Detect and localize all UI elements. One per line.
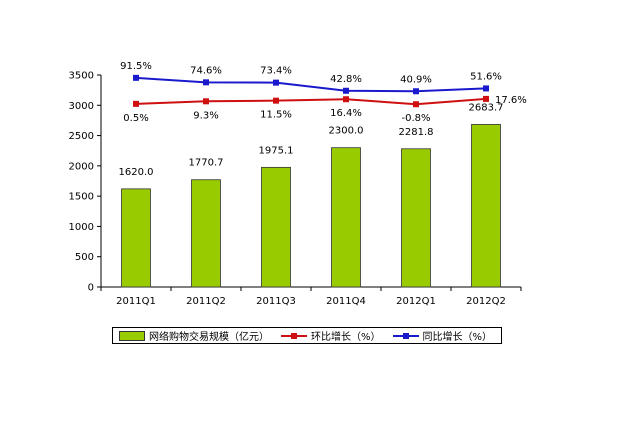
x-tick-label: 2011Q3: [256, 296, 296, 307]
x-tick-label: 2011Q1: [116, 296, 156, 307]
mom-value-label: 11.5%: [260, 110, 292, 121]
bar-value-label: 2300.0: [329, 126, 364, 137]
yoy-marker: [133, 74, 139, 81]
yoy-value-label: 40.9%: [400, 74, 432, 85]
yoy-value-label: 73.4%: [260, 66, 292, 77]
x-tick-label: 2012Q1: [396, 296, 436, 307]
yoy-marker: [483, 85, 489, 92]
bar: [331, 147, 361, 288]
yoy-value-label: 51.6%: [470, 71, 502, 82]
bar-value-label: 2683.7: [469, 102, 504, 113]
mom-marker: [203, 98, 209, 105]
yoy-value-label: 91.5%: [120, 61, 152, 72]
bar-value-label: 1975.1: [259, 145, 294, 156]
mom-marker: [413, 101, 419, 108]
y-tick-label: 2500: [69, 131, 94, 142]
yoy-line: [135, 76, 487, 93]
bar-series: [121, 124, 501, 288]
legend-label-mom: 环比增长（%）: [311, 332, 381, 343]
y-tick-label: 1500: [69, 192, 94, 203]
mom-value-label: 0.5%: [123, 113, 148, 124]
legend-item-bar: 网络购物交易规模（亿元）: [119, 328, 269, 343]
mom-marker: [273, 97, 279, 104]
mom-line: [135, 97, 487, 106]
mom-marker: [483, 95, 489, 102]
chart-axes: 0 500 1000 1500 2000 2500 3000 3500 2011Q1 2011Q2…: [69, 71, 522, 307]
bar: [261, 166, 291, 288]
legend-label-bar: 网络购物交易规模（亿元）: [149, 332, 269, 343]
y-tick-label: 1000: [69, 222, 94, 233]
legend-label-yoy: 同比增长（%）: [422, 332, 493, 343]
bar-value-label: 1770.7: [189, 158, 224, 169]
bar-value-label: 2281.8: [399, 127, 434, 138]
bar: [191, 179, 221, 288]
yoy-marker: [413, 88, 419, 95]
mom-marker: [343, 96, 349, 103]
x-tick-label: 2011Q4: [326, 296, 366, 307]
x-tick-label: 2011Q2: [186, 296, 226, 307]
yoy-value-label: 42.8%: [330, 74, 362, 85]
y-tick-label: 500: [75, 252, 94, 263]
y-tick-label: 3000: [69, 101, 94, 112]
mom-value-label: 9.3%: [193, 110, 218, 121]
y-tick-label: 3500: [69, 71, 94, 82]
legend-swatch-bar: [119, 330, 145, 341]
mom-value-label: -0.8%: [401, 113, 430, 124]
mom-value-label: 17.6%: [495, 95, 527, 106]
legend-item-yoy: 同比增长（%）: [392, 328, 493, 343]
mom-value-label: 16.4%: [330, 108, 362, 119]
yoy-marker: [343, 87, 349, 94]
yoy-value-label: 74.6%: [190, 65, 222, 76]
mom-marker: [133, 100, 139, 107]
y-tick-label: 0: [88, 283, 94, 294]
bar: [121, 188, 151, 288]
legend-swatch-yoy: [392, 331, 419, 341]
legend: 网络购物交易规模（亿元） 环比增长（%） 同比增长（%）: [112, 327, 502, 344]
line-series: [133, 74, 489, 108]
x-tick-label: 2012Q2: [466, 296, 506, 307]
bar: [401, 148, 431, 288]
yoy-marker: [203, 79, 209, 86]
legend-swatch-mom: [281, 331, 307, 341]
y-tick-label: 2000: [69, 161, 94, 172]
yoy-marker: [273, 79, 279, 86]
bar-value-label: 1620.0: [119, 167, 154, 178]
legend-item-mom: 环比增长（%）: [281, 328, 381, 343]
bar: [471, 124, 501, 288]
data-labels: 1620.0 1770.7 1975.1 2300.0 2281.8 2683.7 0.5%…: [119, 61, 527, 178]
